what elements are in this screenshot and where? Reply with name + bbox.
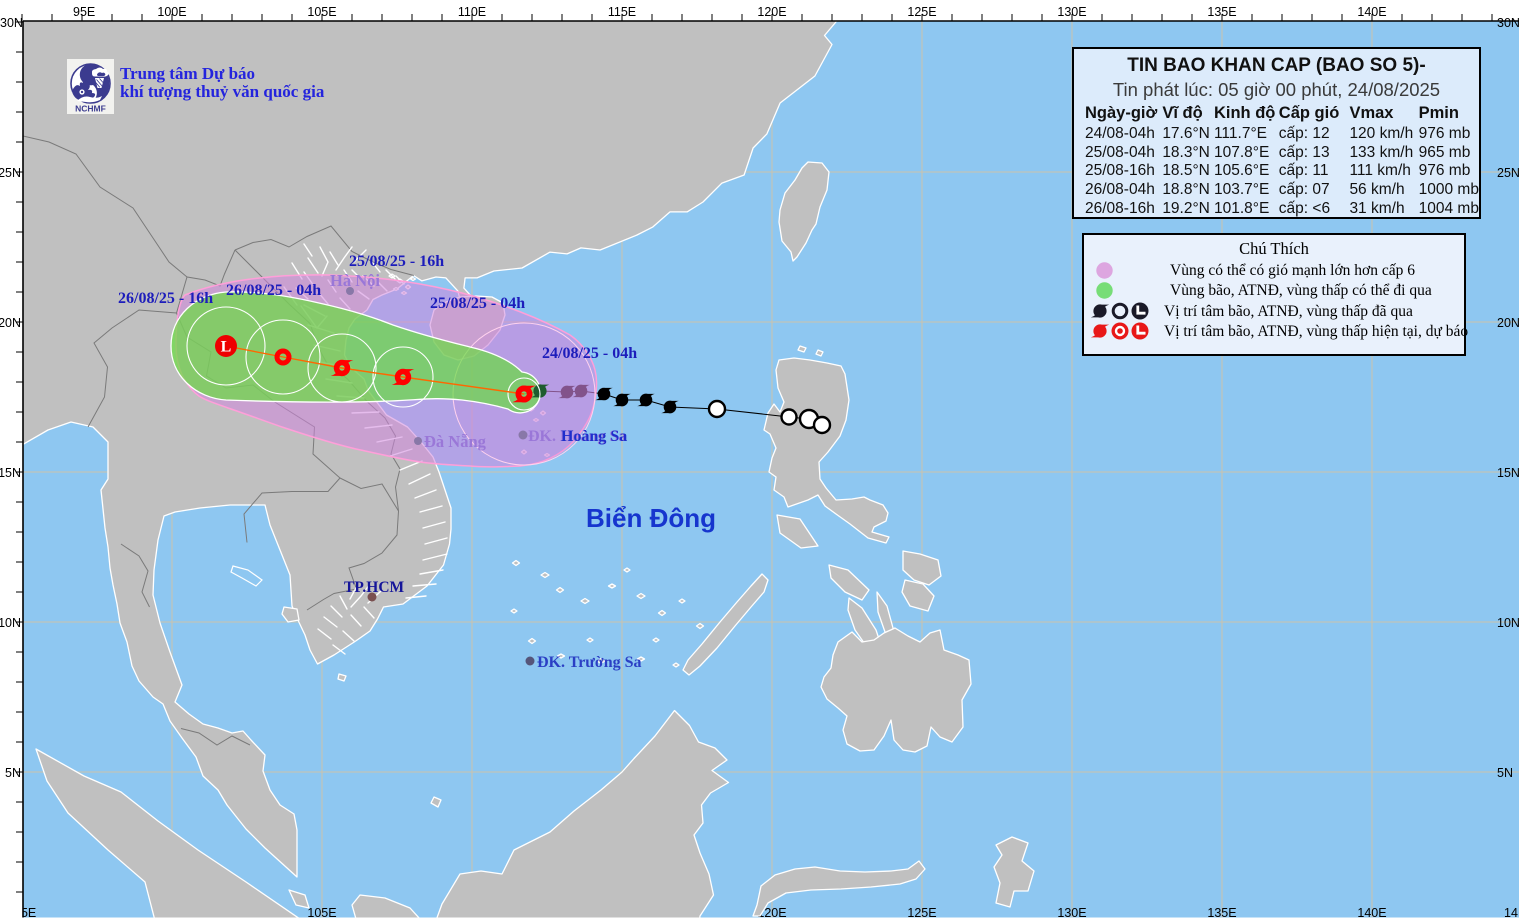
svg-text:5N: 5N	[1497, 766, 1513, 780]
svg-text:100E: 100E	[157, 5, 186, 19]
svg-text:25/08/25 - 04h: 25/08/25 - 04h	[430, 295, 525, 312]
svg-text:130E: 130E	[1057, 5, 1086, 19]
svg-text:120E: 120E	[757, 5, 786, 19]
svg-text:NCHMF: NCHMF	[75, 104, 106, 114]
svg-text:15N: 15N	[0, 466, 21, 480]
svg-text:110E: 110E	[458, 5, 486, 19]
svg-text:135E: 135E	[1207, 906, 1236, 919]
svg-text:ĐK. Hoàng Sa: ĐK. Hoàng Sa	[528, 428, 626, 445]
svg-text:10N: 10N	[0, 616, 21, 630]
svg-text:L: L	[221, 339, 232, 356]
svg-text:140E: 140E	[1357, 5, 1386, 19]
svg-text:ĐK. Trường Sa: ĐK. Trường Sa	[537, 654, 642, 671]
svg-text:105E: 105E	[307, 906, 336, 919]
svg-text:15N: 15N	[1497, 466, 1519, 480]
svg-text:5N: 5N	[5, 766, 21, 780]
svg-text:135E: 135E	[1207, 5, 1236, 19]
svg-text:Đà Nẵng: Đà Nẵng	[424, 432, 487, 451]
svg-text:120E: 120E	[757, 906, 786, 919]
svg-text:105E: 105E	[307, 5, 336, 19]
svg-text:26/08/25 - 16h: 26/08/25 - 16h	[118, 290, 213, 307]
svg-text:125E: 125E	[907, 906, 936, 919]
svg-text:14: 14	[1504, 906, 1518, 919]
svg-text:Hoàng Sa: Hoàng Sa	[561, 428, 627, 445]
svg-text:95E: 95E	[14, 906, 36, 919]
svg-text:30N: 30N	[0, 16, 23, 30]
svg-text:25/08/25 - 16h: 25/08/25 - 16h	[349, 253, 444, 270]
svg-text:95E: 95E	[73, 5, 95, 19]
svg-text:30N: 30N	[1497, 16, 1519, 30]
svg-text:24/08/25 - 04h: 24/08/25 - 04h	[542, 345, 637, 362]
svg-text:26/08/25 - 04h: 26/08/25 - 04h	[226, 282, 321, 299]
svg-text:25N: 25N	[1497, 166, 1519, 180]
svg-text:115E: 115E	[608, 5, 636, 19]
svg-text:130E: 130E	[1057, 906, 1086, 919]
svg-text:20N: 20N	[1497, 316, 1519, 330]
svg-text:Hà Nội: Hà Nội	[330, 271, 380, 290]
svg-text:140E: 140E	[1357, 906, 1386, 919]
svg-text:25N: 25N	[0, 166, 21, 180]
svg-text:Biển Đông: Biển Đông	[586, 503, 716, 533]
svg-text:10N: 10N	[1497, 616, 1519, 630]
svg-text:TP.HCM: TP.HCM	[344, 579, 405, 596]
svg-text:125E: 125E	[907, 5, 936, 19]
svg-text:20N: 20N	[0, 316, 21, 330]
